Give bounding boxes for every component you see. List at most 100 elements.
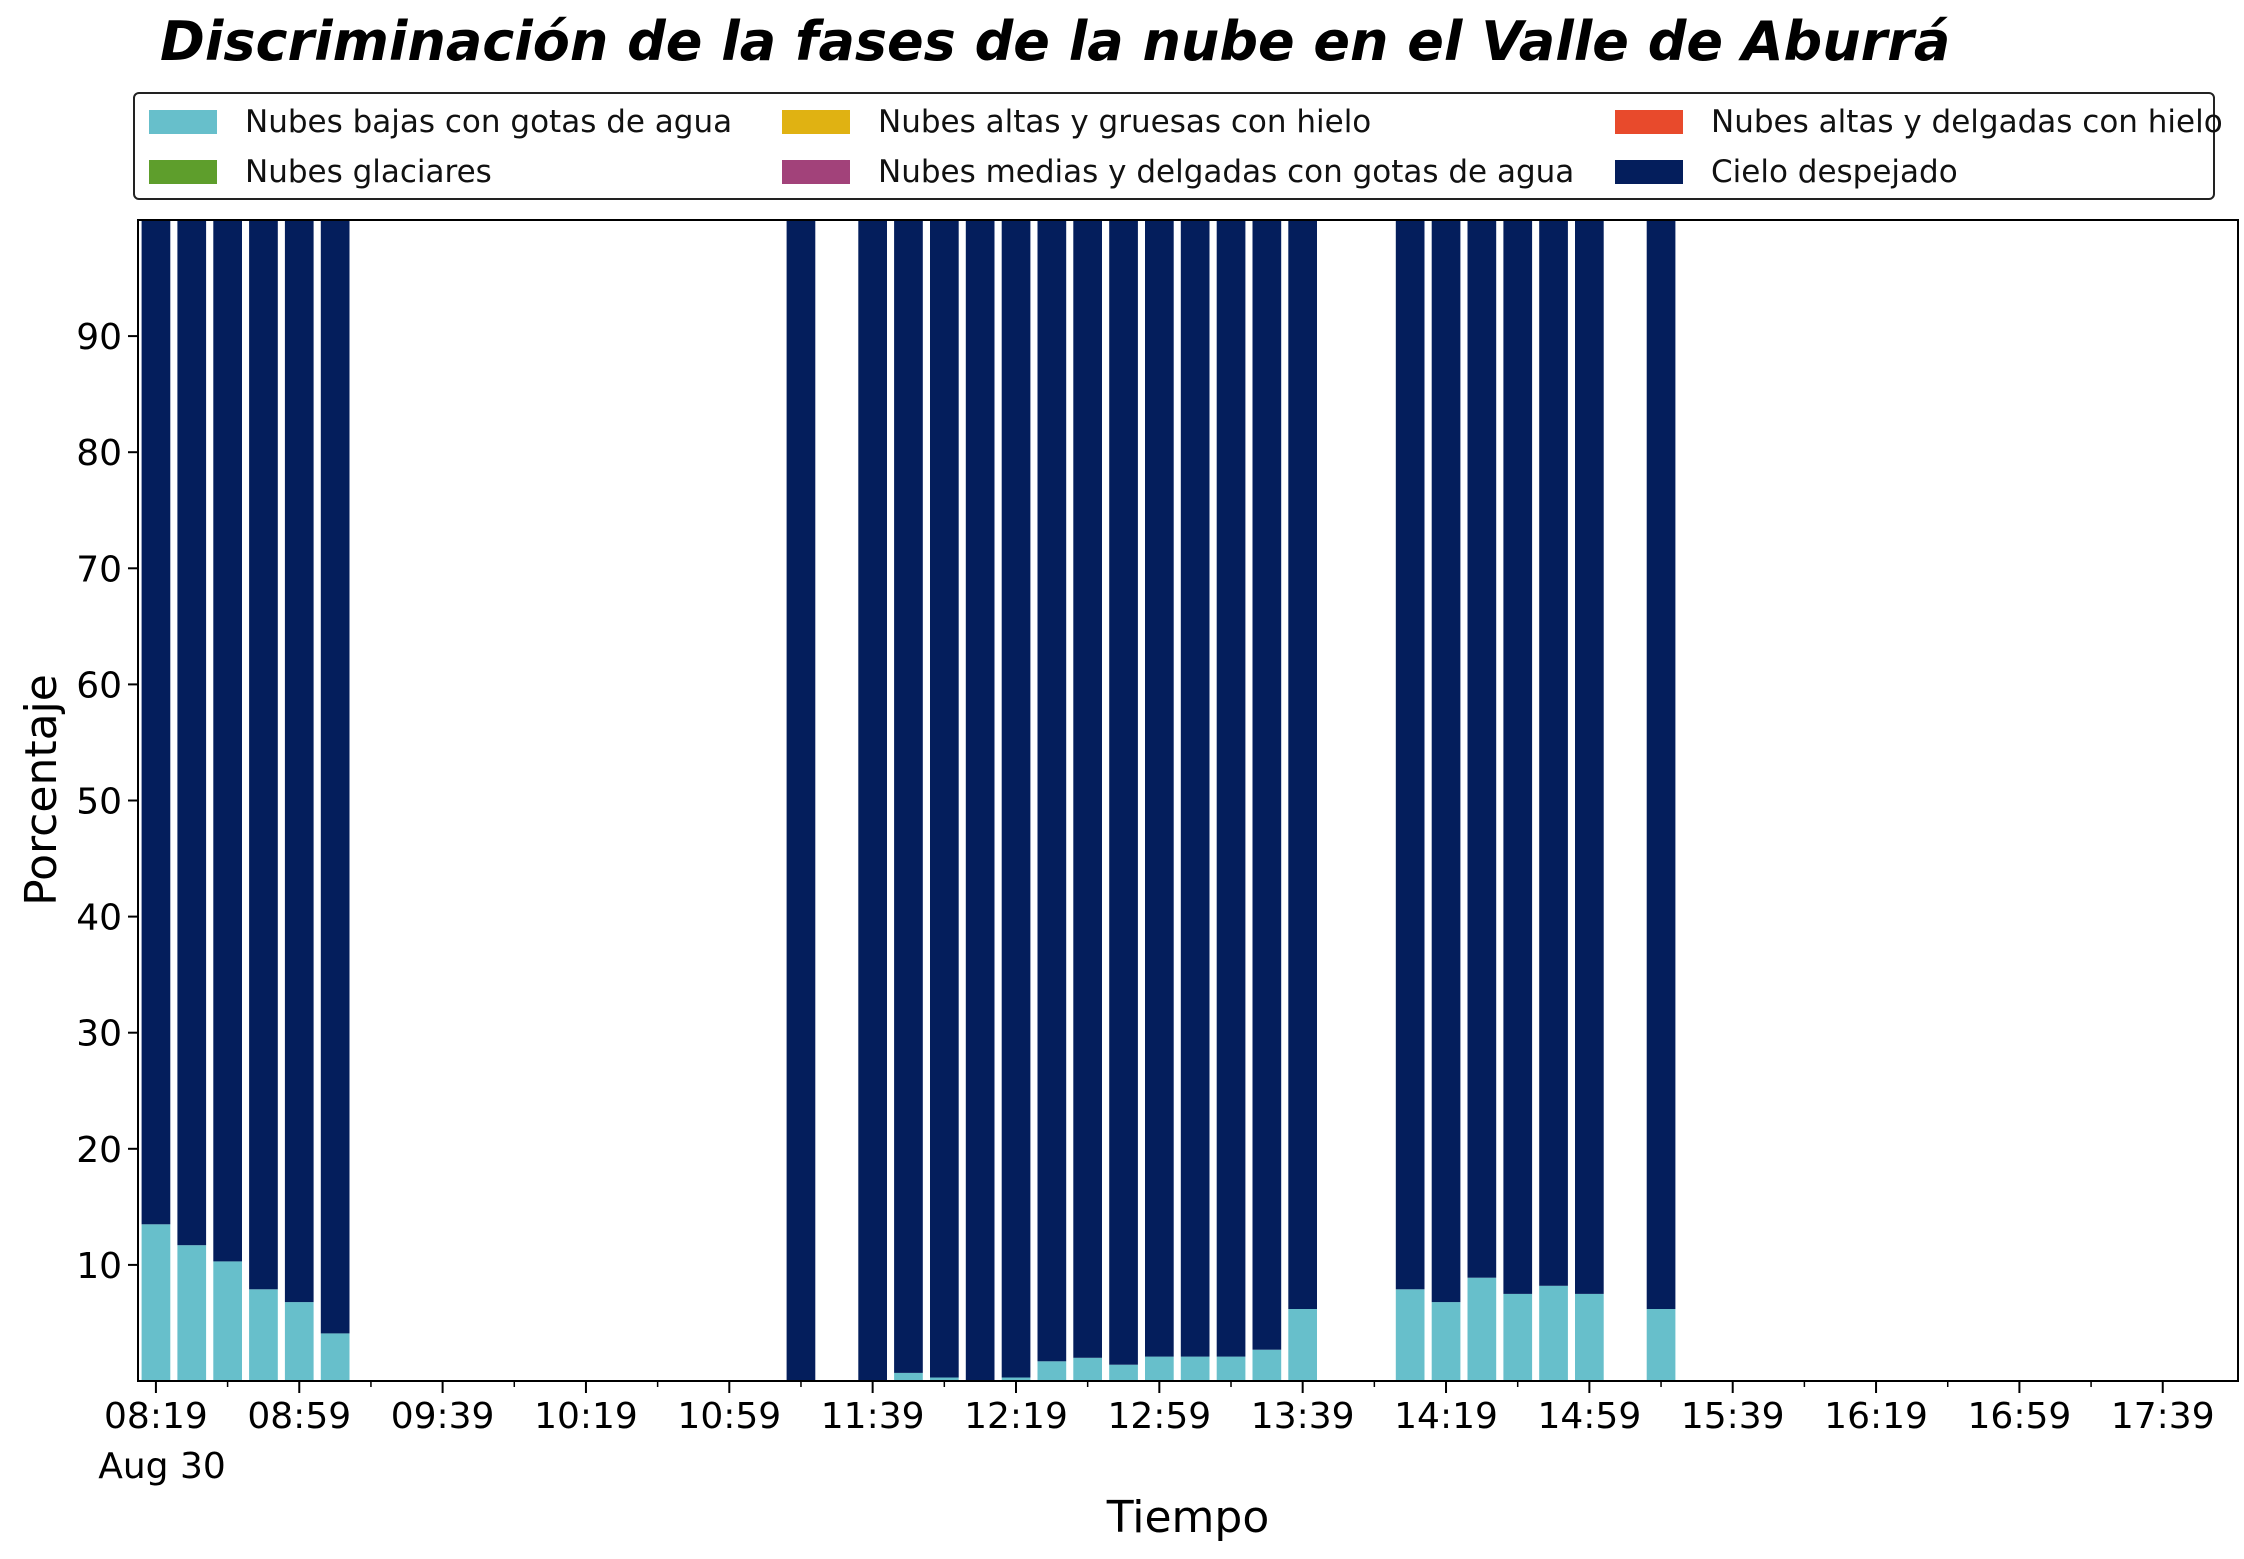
- bar-cielo-despejado: [1431, 220, 1461, 1303]
- bar-cielo-despejado: [858, 220, 887, 1381]
- x-tick-label: 11:39: [821, 1396, 925, 1437]
- bar-nubes-bajas-con-gotas-de-agua: [894, 1372, 923, 1381]
- y-tick-label: 10: [76, 1246, 122, 1287]
- x-tick-label: 12:59: [1107, 1396, 1211, 1437]
- bar-nubes-bajas-con-gotas-de-agua: [213, 1261, 242, 1381]
- bar-nubes-bajas-con-gotas-de-agua: [1001, 1377, 1031, 1381]
- y-tick-label: 70: [76, 549, 122, 590]
- bar-cielo-despejado: [1216, 220, 1246, 1357]
- bar-nubes-bajas-con-gotas-de-agua: [1252, 1349, 1282, 1381]
- bar-nubes-bajas-con-gotas-de-agua: [1180, 1356, 1210, 1381]
- x-tick-label: 09:39: [391, 1396, 495, 1437]
- x-tick-label: 15:39: [1681, 1396, 1785, 1437]
- x-tick-label: 10:19: [534, 1396, 638, 1437]
- bar-nubes-bajas-con-gotas-de-agua: [1431, 1302, 1461, 1381]
- legend-item-nubes-altas-gruesas: Nubes altas y gruesas con hielo: [782, 100, 1371, 144]
- legend-item-nubes-glaciares: Nubes glaciares: [149, 150, 492, 194]
- bar-cielo-despejado: [1539, 220, 1568, 1286]
- x-tick-label: 17:39: [2111, 1396, 2215, 1437]
- bar-cielo-despejado: [1467, 220, 1497, 1278]
- bar-nubes-bajas-con-gotas-de-agua: [1037, 1361, 1067, 1381]
- legend-swatch: [1615, 110, 1683, 134]
- legend-label: Cielo despejado: [1711, 154, 1958, 190]
- legend-label: Nubes bajas con gotas de agua: [245, 104, 733, 140]
- legend-label: Nubes altas y gruesas con hielo: [878, 104, 1372, 140]
- bar-nubes-bajas-con-gotas-de-agua: [1395, 1289, 1425, 1381]
- legend-swatch: [149, 160, 217, 184]
- bar-cielo-despejado: [141, 220, 171, 1225]
- x-tick-label: 12:19: [964, 1396, 1068, 1437]
- bar-nubes-bajas-con-gotas-de-agua: [141, 1224, 171, 1381]
- x-tick-label: 08:19: [104, 1396, 208, 1437]
- legend-item-nubes-bajas: Nubes bajas con gotas de agua: [149, 100, 732, 144]
- bar-cielo-despejado: [1288, 220, 1317, 1309]
- bar-cielo-despejado: [1109, 220, 1138, 1365]
- bar-nubes-bajas-con-gotas-de-agua: [1503, 1293, 1533, 1381]
- x-tick-label: 13:39: [1251, 1396, 1355, 1437]
- bar-cielo-despejado: [894, 220, 923, 1373]
- legend-item-cielo-despejado: Cielo despejado: [1615, 150, 1958, 194]
- y-tick-label: 80: [76, 433, 122, 474]
- bar-cielo-despejado: [930, 220, 959, 1378]
- y-tick-label: 60: [76, 665, 122, 706]
- bar-cielo-despejado: [1001, 220, 1031, 1378]
- bar-nubes-bajas-con-gotas-de-agua: [284, 1302, 314, 1381]
- y-axis-label: Porcentaje: [16, 674, 67, 906]
- bar-cielo-despejado: [1252, 220, 1282, 1350]
- y-tick-label: 30: [76, 1014, 122, 1055]
- bar-cielo-despejado: [249, 220, 278, 1290]
- bar-cielo-despejado: [1503, 220, 1533, 1294]
- legend: Nubes bajas con gotas de agua Nubes glac…: [133, 92, 2223, 200]
- bar-cielo-despejado: [1646, 220, 1676, 1309]
- bar-nubes-bajas-con-gotas-de-agua: [1575, 1293, 1604, 1381]
- bar-cielo-despejado: [1180, 220, 1210, 1357]
- bar-cielo-despejado: [1145, 220, 1174, 1357]
- legend-label: Nubes glaciares: [245, 154, 492, 190]
- y-tick-label: 50: [76, 782, 122, 823]
- x-tick-label: 16:59: [1968, 1396, 2072, 1437]
- bar-nubes-bajas-con-gotas-de-agua: [1145, 1356, 1174, 1381]
- legend-swatch: [782, 110, 850, 134]
- bars-group: [141, 220, 1676, 1381]
- legend-swatch: [149, 110, 217, 134]
- legend-label: Nubes medias y delgadas con gotas de agu…: [878, 154, 1575, 190]
- x-tick-label: 16:19: [1824, 1396, 1928, 1437]
- bar-cielo-despejado: [1037, 220, 1067, 1362]
- bar-cielo-despejado: [177, 220, 207, 1246]
- legend-swatch: [782, 160, 850, 184]
- x-tick-label: 10:59: [677, 1396, 781, 1437]
- bar-nubes-bajas-con-gotas-de-agua: [1467, 1277, 1497, 1381]
- bar-nubes-bajas-con-gotas-de-agua: [1216, 1356, 1246, 1381]
- axes-group: 10 20 30 40 50 60 70 80 90 08:19 08:59 09:39 10:19 10…: [76, 219, 2239, 1437]
- x-axis-label: Tiempo: [1106, 1492, 1270, 1543]
- bar-nubes-bajas-con-gotas-de-agua: [320, 1333, 350, 1381]
- bar-nubes-bajas-con-gotas-de-agua: [1073, 1357, 1102, 1381]
- bar-cielo-despejado: [786, 220, 816, 1381]
- bar-cielo-despejado: [320, 220, 350, 1334]
- bar-cielo-despejado: [1073, 220, 1102, 1358]
- x-tick-label: 14:59: [1537, 1396, 1641, 1437]
- bar-nubes-bajas-con-gotas-de-agua: [1539, 1285, 1568, 1381]
- bar-nubes-bajas-con-gotas-de-agua: [1109, 1364, 1138, 1381]
- y-tick-label: 20: [76, 1130, 122, 1171]
- x-tick-label: 14:19: [1394, 1396, 1498, 1437]
- bar-cielo-despejado: [1395, 220, 1425, 1290]
- bar-nubes-bajas-con-gotas-de-agua: [177, 1245, 207, 1381]
- bar-cielo-despejado: [284, 220, 314, 1303]
- bar-nubes-bajas-con-gotas-de-agua: [1646, 1309, 1676, 1381]
- bar-cielo-despejado: [965, 220, 995, 1381]
- chart-title: Discriminación de la fases de la nube en…: [160, 10, 1951, 73]
- bar-cielo-despejado: [213, 220, 242, 1262]
- x-tick-label: 08:59: [247, 1396, 351, 1437]
- date-label: Aug 30: [98, 1446, 226, 1487]
- y-tick-label: 40: [76, 898, 122, 939]
- legend-swatch: [1615, 160, 1683, 184]
- legend-item-nubes-medias-delgadas: Nubes medias y delgadas con gotas de agu…: [782, 150, 1574, 194]
- bar-nubes-bajas-con-gotas-de-agua: [930, 1377, 959, 1381]
- legend-label: Nubes altas y delgadas con hielo: [1711, 104, 2223, 140]
- legend-item-nubes-altas-delgadas: Nubes altas y delgadas con hielo: [1615, 100, 2223, 144]
- bar-nubes-bajas-con-gotas-de-agua: [249, 1289, 278, 1381]
- bar-cielo-despejado: [1575, 220, 1604, 1294]
- y-tick-label: 90: [76, 317, 122, 358]
